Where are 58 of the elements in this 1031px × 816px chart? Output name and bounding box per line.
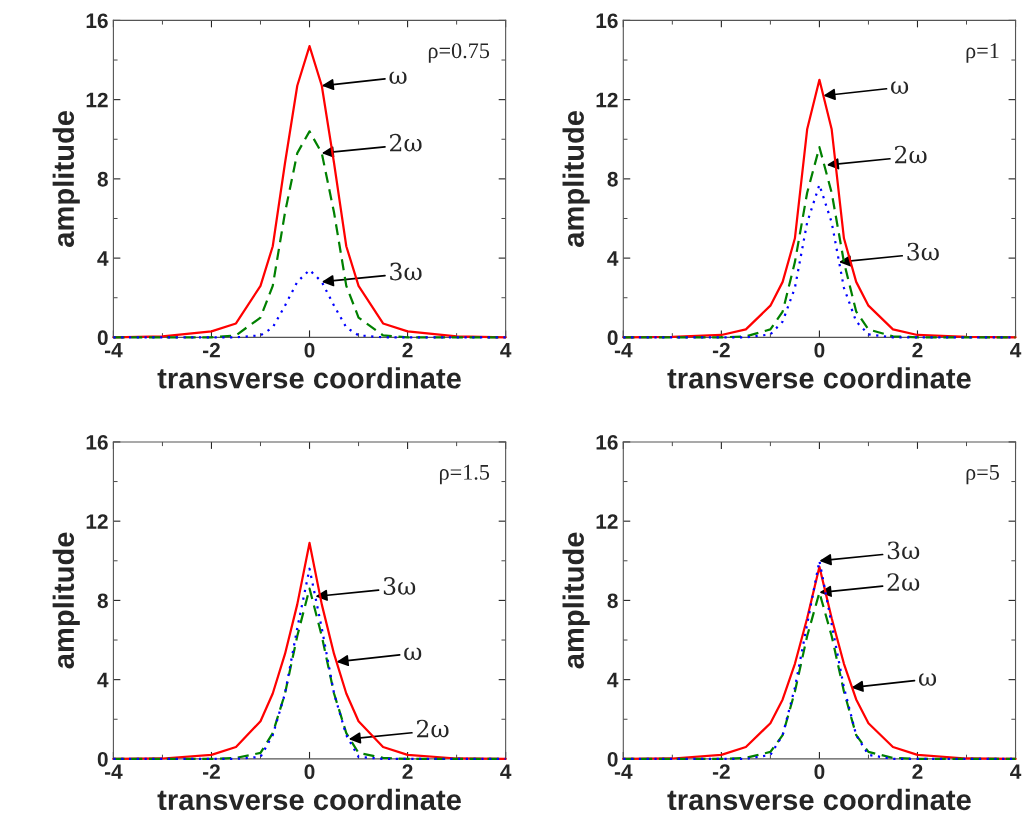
x-tick-label: 2 xyxy=(402,764,413,779)
x-tick-label: 4 xyxy=(500,764,512,779)
annotation: 2ω xyxy=(390,133,422,152)
y-tick-label: 12 xyxy=(86,92,108,108)
y-tick-label: 12 xyxy=(86,514,108,529)
x-axis-title: transverse coordinate xyxy=(667,367,971,389)
y-tick-label: 4 xyxy=(607,251,619,266)
x-tick-label: 0 xyxy=(814,764,825,780)
y-tick-label: 16 xyxy=(86,13,108,29)
annotation: 2ω xyxy=(417,719,449,738)
annotation: ρ=1 xyxy=(966,43,999,63)
x-tick-label: 0 xyxy=(304,764,315,780)
x-axis-title: transverse coordinate xyxy=(157,788,461,811)
y-tick-label: 16 xyxy=(86,434,108,450)
x-tick-label: 4 xyxy=(500,342,512,358)
annotation: ω xyxy=(389,71,407,85)
annotation: ω xyxy=(918,673,937,686)
x-tick-label: 4 xyxy=(1010,764,1022,779)
x-tick-label: -2 xyxy=(203,342,220,358)
annotation: 2ω xyxy=(895,145,927,164)
annotation: ρ=1.5 xyxy=(439,464,490,485)
y-axis-title: amplitude xyxy=(52,532,80,669)
x-tick-label: 2 xyxy=(912,764,923,779)
x-tick-label: 0 xyxy=(814,342,825,358)
annotation: ρ=0.75 xyxy=(428,43,490,63)
x-tick-label: 2 xyxy=(912,342,923,358)
annotation: ρ=5 xyxy=(966,464,999,485)
x-tick-label: -2 xyxy=(712,342,730,358)
y-tick-label: 16 xyxy=(596,434,618,450)
annotation: 3ω xyxy=(390,262,422,281)
y-tick-label: 16 xyxy=(596,13,618,29)
x-tick-label: -2 xyxy=(712,764,730,779)
x-tick-label: 2 xyxy=(402,342,413,358)
y-tick-label: 12 xyxy=(596,514,618,529)
annotation: 3ω xyxy=(887,541,920,560)
x-tick-label: 0 xyxy=(304,342,315,358)
y-tick-label: 8 xyxy=(97,593,108,609)
y-tick-label: 12 xyxy=(596,92,618,108)
x-tick-label: 4 xyxy=(1010,342,1022,358)
y-tick-label: 0 xyxy=(607,330,618,346)
annotation: 2ω xyxy=(887,573,920,591)
y-tick-label: 8 xyxy=(607,593,618,609)
y-tick-label: 4 xyxy=(97,251,109,266)
y-tick-label: 4 xyxy=(607,672,619,688)
y-axis-title: amplitude xyxy=(52,110,80,247)
y-axis-title: amplitude xyxy=(562,110,590,247)
x-axis-title: transverse coordinate xyxy=(157,367,461,389)
x-axis-title: transverse coordinate xyxy=(667,788,971,811)
x-tick-label: -2 xyxy=(203,764,220,779)
annotation: 3ω xyxy=(383,577,416,595)
y-axis-title: amplitude xyxy=(562,532,590,669)
y-tick-label: 8 xyxy=(97,171,108,187)
y-tick-label: 0 xyxy=(97,330,108,346)
annotation: ω xyxy=(891,81,909,94)
y-tick-label: 4 xyxy=(97,672,109,688)
y-tick-label: 8 xyxy=(607,171,618,187)
annotation: ω xyxy=(404,647,422,661)
annotation: 3ω xyxy=(907,242,939,261)
